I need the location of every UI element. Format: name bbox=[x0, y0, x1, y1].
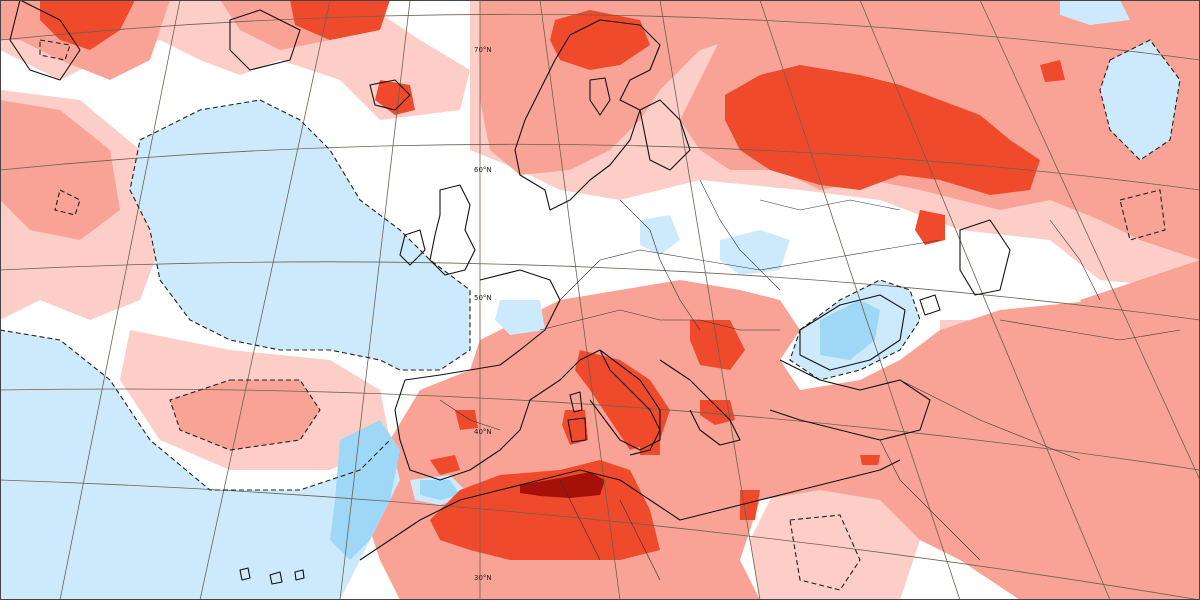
lat-label-50: 50°N bbox=[474, 294, 492, 302]
coastlines bbox=[9, 0, 1011, 585]
latitude-labels: 70°N 60°N 50°N 40°N 30°N bbox=[474, 46, 492, 582]
lat-label-40: 40°N bbox=[474, 428, 492, 436]
country-borders bbox=[439, 179, 1181, 581]
dashed-contours bbox=[0, 39, 1181, 591]
lat-label-30: 30°N bbox=[474, 574, 492, 582]
lat-label-70: 70°N bbox=[474, 46, 492, 54]
lat-label-60: 60°N bbox=[474, 166, 492, 174]
